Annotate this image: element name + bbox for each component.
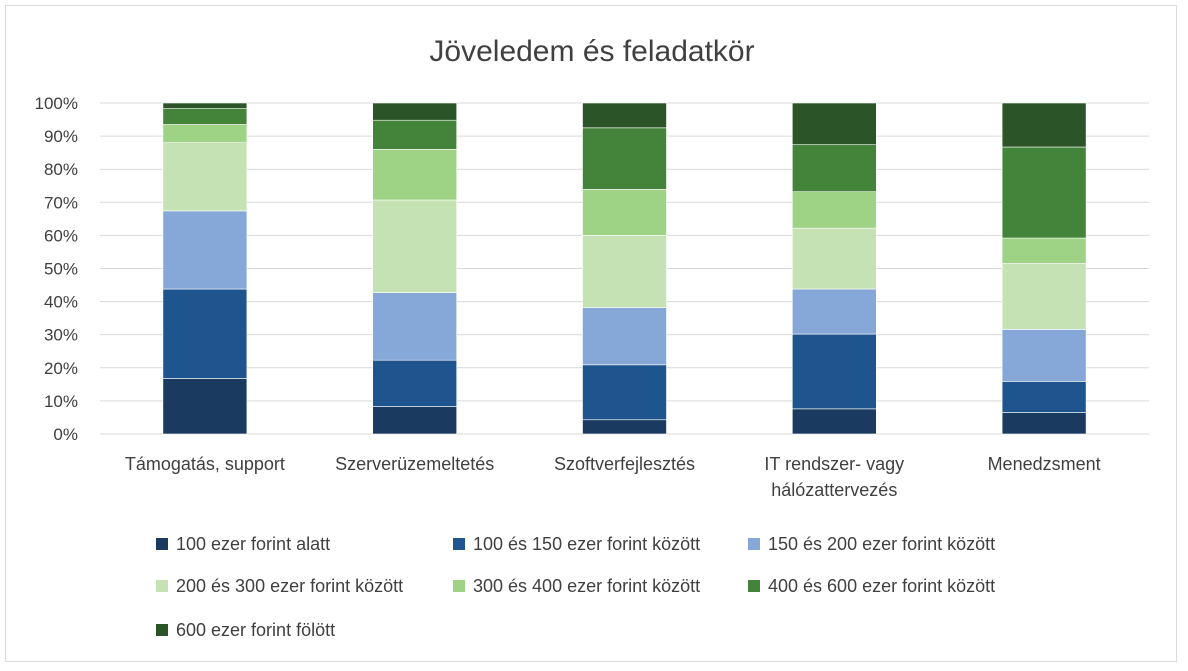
bar-segment — [791, 191, 877, 229]
y-tick-label: 80% — [44, 160, 78, 179]
stacked-bar-chart: Jöveledem és feladatkör 0% 10% 20% 30% 40% 50… — [35, 35, 1149, 640]
bar-segment — [1001, 263, 1087, 330]
bar-segment — [372, 102, 458, 121]
legend-label: 600 ezer forint fölött — [176, 620, 335, 640]
legend: 100 ezer forint alatt 100 és 150 ezer for… — [156, 534, 995, 640]
bar-segment — [1001, 381, 1087, 413]
legend-label: 150 és 200 ezer forint között — [768, 534, 995, 554]
bar-segment — [372, 359, 458, 407]
legend-label: 100 ezer forint alatt — [176, 534, 330, 554]
legend-swatch — [748, 580, 760, 592]
legend-label: 400 és 600 ezer forint között — [768, 576, 995, 596]
bar-segment — [162, 378, 248, 435]
y-tick-label: 0% — [53, 425, 78, 444]
x-category-label: Szoftverfejlesztés — [554, 454, 695, 474]
legend-label: 100 és 150 ezer forint között — [473, 534, 700, 554]
legend-item: 200 és 300 ezer forint között — [156, 576, 403, 596]
y-tick-label: 20% — [44, 359, 78, 378]
bar-segment — [372, 406, 458, 435]
legend-item: 100 ezer forint alatt — [156, 534, 330, 554]
x-category-label: Támogatás, support — [125, 454, 285, 474]
bar-segment — [162, 210, 248, 290]
bar-segment — [1001, 329, 1087, 382]
bars — [162, 102, 1087, 435]
y-tick-label: 50% — [44, 260, 78, 279]
legend-item: 600 ezer forint fölött — [156, 620, 335, 640]
x-axis-category-labels: Támogatás, support Szerverüzemeltetés Szof… — [125, 454, 1101, 500]
chart-title: Jöveledem és feladatkör — [429, 35, 754, 68]
y-axis-tick-labels: 0% 10% 20% 30% 40% 50% 60% 70% 80% 90% 100% — [35, 94, 78, 444]
bar-segment — [791, 333, 877, 410]
x-category-label: Szerverüzemeltetés — [335, 454, 494, 474]
y-tick-label: 10% — [44, 392, 78, 411]
legend-swatch — [156, 538, 168, 550]
bar-segment — [162, 142, 248, 212]
chart-frame: Jöveledem és feladatkör 0% 10% 20% 30% 40% 50… — [5, 5, 1177, 662]
bar-segment — [372, 199, 458, 293]
bar-segment — [1001, 102, 1087, 148]
bar-segment — [1001, 412, 1087, 435]
legend-label: 200 és 300 ezer forint között — [176, 576, 403, 596]
bar-segment — [372, 119, 458, 150]
legend-swatch — [748, 538, 760, 550]
bar-stack — [791, 102, 877, 435]
x-category-label: Menedzsment — [988, 454, 1101, 474]
y-tick-label: 90% — [44, 127, 78, 146]
y-tick-label: 70% — [44, 193, 78, 212]
legend-swatch — [156, 624, 168, 636]
bar-segment — [582, 189, 667, 236]
legend-swatch — [156, 580, 168, 592]
bar-segment — [1001, 237, 1087, 264]
bar-segment — [791, 408, 877, 435]
legend-item: 300 és 400 ezer forint között — [453, 576, 700, 596]
legend-item: 100 és 150 ezer forint között — [453, 534, 700, 554]
bar-stack — [582, 102, 667, 435]
bar-segment — [372, 149, 458, 201]
legend-item: 150 és 200 ezer forint között — [748, 534, 995, 554]
bar-segment — [162, 102, 248, 109]
y-tick-label: 40% — [44, 293, 78, 312]
y-tick-label: 100% — [35, 94, 78, 113]
bar-segment — [791, 144, 877, 193]
legend-swatch — [453, 538, 465, 550]
bar-segment — [1001, 146, 1087, 239]
x-category-label: IT rendszer- vagy hálózattervezés — [764, 454, 904, 500]
bar-segment — [162, 288, 248, 379]
bar-stack — [372, 102, 458, 435]
bar-stack — [162, 102, 248, 435]
bar-segment — [582, 102, 667, 129]
bar-stack — [1001, 102, 1087, 435]
bar-segment — [791, 227, 877, 290]
bar-segment — [582, 419, 667, 435]
bar-segment — [582, 235, 667, 308]
bar-segment — [372, 292, 458, 361]
legend-swatch — [453, 580, 465, 592]
bar-segment — [162, 108, 248, 125]
bar-segment — [582, 307, 667, 366]
bar-segment — [162, 124, 248, 144]
y-tick-label: 30% — [44, 326, 78, 345]
legend-label: 300 és 400 ezer forint között — [473, 576, 700, 596]
bar-segment — [791, 288, 877, 335]
bar-segment — [582, 364, 667, 421]
bar-segment — [791, 102, 877, 146]
y-tick-label: 60% — [44, 226, 78, 245]
legend-item: 400 és 600 ezer forint között — [748, 576, 995, 596]
bar-segment — [582, 127, 667, 190]
